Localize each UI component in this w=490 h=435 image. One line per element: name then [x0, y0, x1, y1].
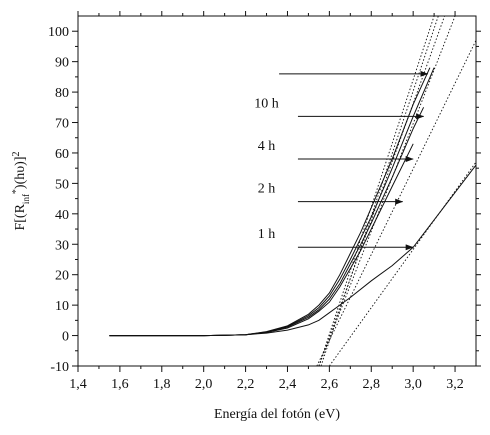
y-axis-title-superscript-2: 2 [11, 151, 22, 156]
x-tick-label: 2,6 [321, 377, 339, 392]
y-tick-label: 10 [55, 299, 69, 314]
y-tick-label: -10 [50, 360, 69, 375]
annotations-group: 1 h 2 h 4 h 10 h [254, 70, 429, 251]
sample-label-2: 2 h [258, 182, 276, 197]
x-tick-label: 1,4 [69, 377, 87, 392]
plot-frame [77, 15, 477, 367]
x-tick-label: 2,4 [279, 377, 297, 392]
x-tick-label: 1,6 [111, 377, 129, 392]
y-tick-label: 70 [55, 117, 69, 132]
fit-line-1 [329, 161, 476, 366]
y-axis-title-middle: )(hυ)] [13, 156, 28, 189]
x-tick-label: 2,8 [363, 377, 381, 392]
data-series-group [109, 67, 476, 337]
series-line-5 [109, 67, 431, 337]
fit-lines-group [316, 16, 476, 366]
sample-label-4: 10 h [254, 96, 279, 111]
y-tick-label: 40 [55, 208, 69, 223]
y-tick-label: 30 [55, 238, 69, 253]
y-axis-title-superscript-1: * [11, 189, 22, 194]
sample-label-1: 1 h [258, 227, 276, 242]
y-axis-title-subscript: inf [21, 194, 31, 204]
fit-line-3 [318, 16, 456, 366]
x-tick-label: 1,8 [153, 377, 171, 392]
y-tick-label: 50 [55, 177, 69, 192]
y-tick-label: 20 [55, 269, 69, 284]
fit-line-2 [316, 40, 476, 366]
x-axis: 1,4 1,6 1,8 2,0 2,2 2,4 2,6 2,8 3,0 3,2 [69, 11, 464, 392]
fit-line-4 [318, 16, 446, 366]
y-tick-label: 100 [48, 25, 69, 40]
y-axis-title: F[(Rinf*)(hυ)]2 [11, 151, 32, 230]
fit-line-6 [318, 16, 435, 366]
x-axis-title: Energía del fotón (eV) [214, 407, 340, 422]
y-axis-title-main: F[(R [13, 203, 28, 230]
y-tick-label: 90 [55, 56, 69, 71]
series-line-1 [109, 164, 476, 337]
x-tick-label: 2,0 [195, 377, 213, 392]
sample-label-3: 4 h [258, 139, 276, 154]
y-axis: -10 0 10 20 30 40 50 60 70 80 90 100 [48, 25, 481, 375]
x-tick-label: 3,0 [404, 377, 422, 392]
y-tick-label: 80 [55, 86, 69, 101]
fit-line-5 [320, 16, 439, 366]
y-tick-label: 0 [62, 330, 69, 345]
x-tick-label: 3,2 [446, 377, 464, 392]
y-tick-label: 60 [55, 147, 69, 162]
x-tick-label: 2,2 [237, 377, 255, 392]
